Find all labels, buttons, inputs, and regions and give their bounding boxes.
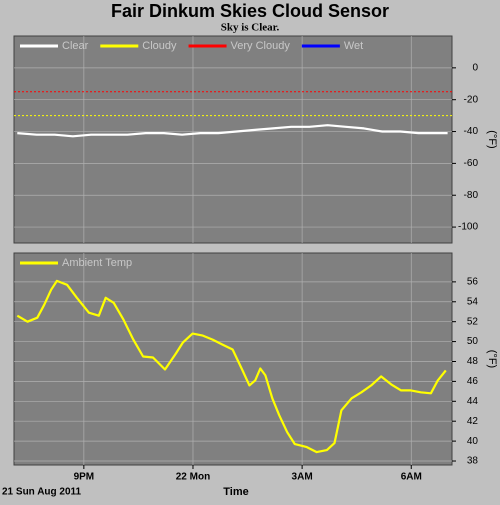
x-tick-label: 9PM (74, 472, 95, 483)
legend-label: Wet (344, 40, 363, 52)
y-tick-label: 48 (467, 356, 479, 367)
legend-label: Cloudy (142, 40, 177, 52)
chart-title: Fair Dinkum Skies Cloud Sensor (111, 1, 389, 21)
y-tick-label: 56 (467, 277, 479, 288)
y-tick-label: 46 (467, 376, 479, 387)
legend-label: Ambient Temp (62, 257, 132, 269)
plot-area (13, 35, 453, 244)
y-axis-label: (°F) (486, 130, 498, 148)
x-tick-label: 3AM (292, 472, 313, 483)
data-line (16, 279, 447, 454)
y-tick-label: 52 (467, 316, 479, 327)
y-tick-label: -40 (464, 126, 479, 137)
legend-label: Clear (62, 40, 89, 52)
x-tick-label: 22 Mon (176, 472, 210, 483)
y-tick-label: 50 (467, 336, 479, 347)
y-tick-label: 54 (467, 296, 479, 307)
y-tick-label: -20 (464, 94, 479, 105)
y-tick-label: 44 (467, 396, 479, 407)
y-tick-label: -100 (458, 222, 478, 233)
chart-subtitle: Sky is Clear. (221, 22, 280, 34)
x-tick-label: 6AM (401, 472, 422, 483)
date-label: 21 Sun Aug 2011 (2, 487, 82, 498)
y-tick-label: -60 (464, 158, 479, 169)
y-tick-label: 42 (467, 416, 479, 427)
data-line (17, 124, 448, 138)
plot-area (13, 252, 453, 466)
y-tick-label: 38 (467, 456, 479, 467)
y-tick-label: 40 (467, 436, 479, 447)
y-tick-label: 0 (472, 62, 478, 73)
y-tick-label: -80 (464, 190, 479, 201)
x-axis-label: Time (223, 486, 248, 498)
y-axis-label: (°F) (486, 350, 498, 368)
legend-label: Very Cloudy (231, 40, 291, 52)
